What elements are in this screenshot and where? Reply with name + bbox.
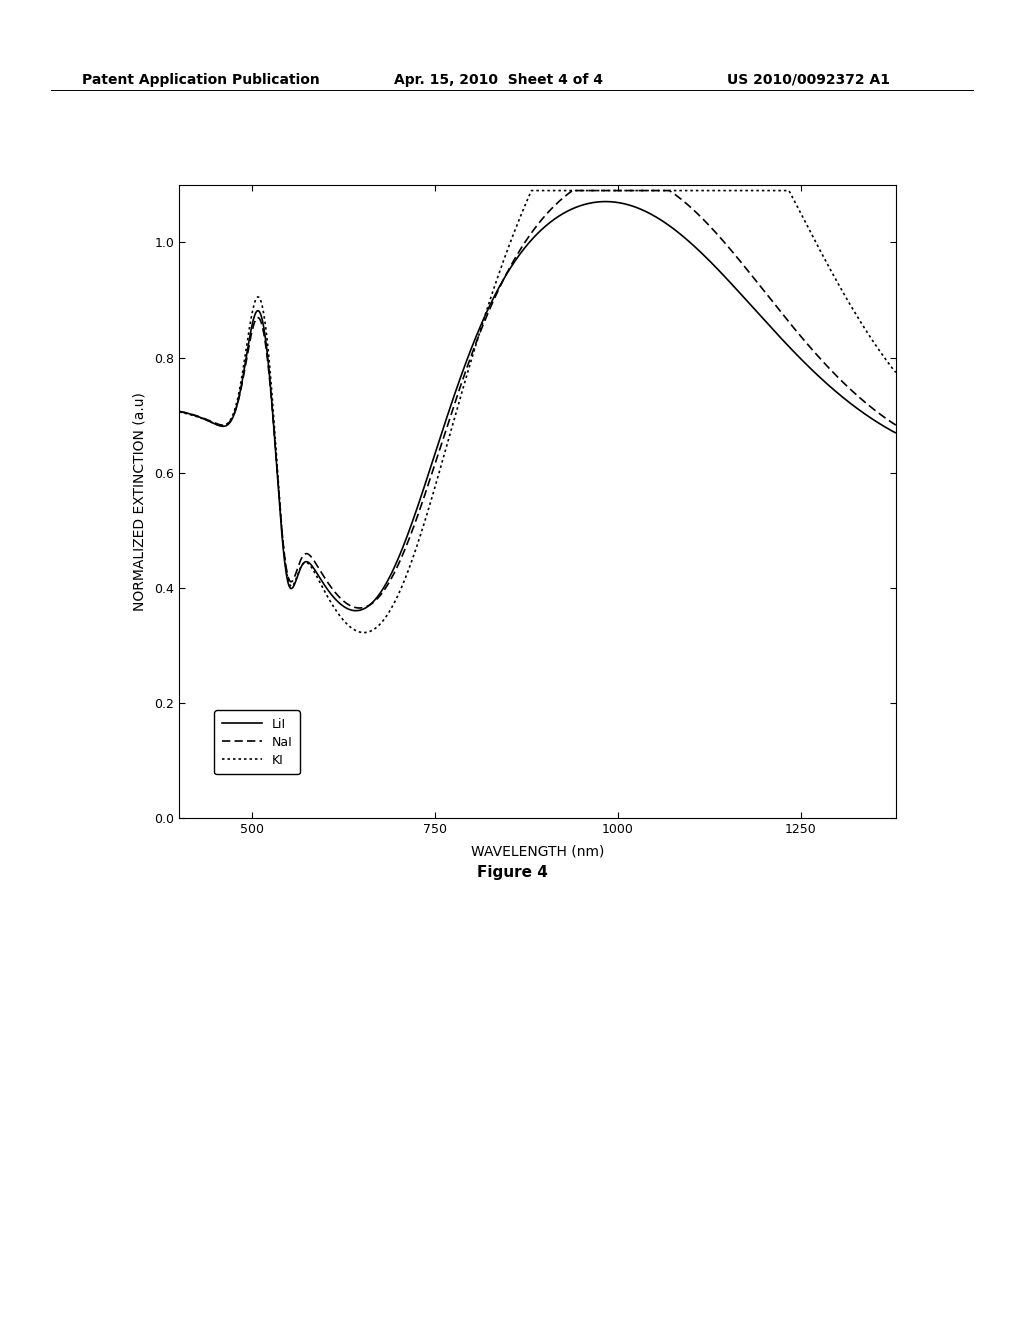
Text: Apr. 15, 2010  Sheet 4 of 4: Apr. 15, 2010 Sheet 4 of 4 bbox=[394, 73, 603, 87]
NaI bbox=[746, 268, 759, 284]
LiI bbox=[489, 286, 502, 302]
KI bbox=[746, 182, 759, 198]
KI bbox=[525, 182, 538, 198]
KI bbox=[489, 276, 502, 292]
Legend: LiI, NaI, KI: LiI, NaI, KI bbox=[214, 710, 300, 774]
LiI bbox=[599, 194, 611, 210]
KI bbox=[357, 624, 370, 640]
Line: LiI: LiI bbox=[179, 202, 896, 611]
NaI bbox=[667, 185, 679, 201]
Y-axis label: NORMALIZED EXTINCTION (a.u): NORMALIZED EXTINCTION (a.u) bbox=[132, 392, 146, 611]
X-axis label: WAVELENGTH (nm): WAVELENGTH (nm) bbox=[471, 845, 604, 858]
NaI bbox=[246, 322, 258, 338]
LiI bbox=[349, 603, 361, 619]
LiI bbox=[667, 220, 679, 236]
NaI bbox=[464, 351, 476, 367]
NaI bbox=[489, 288, 502, 304]
NaI bbox=[890, 417, 902, 433]
LiI bbox=[890, 425, 902, 441]
Text: Patent Application Publication: Patent Application Publication bbox=[82, 73, 319, 87]
Text: US 2010/0092372 A1: US 2010/0092372 A1 bbox=[727, 73, 890, 87]
KI bbox=[173, 404, 185, 420]
LiI bbox=[173, 404, 185, 420]
LiI bbox=[733, 285, 745, 301]
KI bbox=[733, 182, 745, 198]
LiI bbox=[746, 300, 759, 315]
NaI bbox=[733, 252, 745, 268]
NaI bbox=[173, 404, 185, 420]
KI bbox=[667, 182, 679, 198]
NaI bbox=[567, 182, 580, 198]
KI bbox=[246, 304, 258, 319]
KI bbox=[890, 364, 902, 380]
KI bbox=[464, 358, 476, 374]
Line: KI: KI bbox=[179, 190, 896, 632]
LiI bbox=[464, 345, 476, 360]
LiI bbox=[246, 315, 258, 331]
Line: NaI: NaI bbox=[179, 190, 896, 609]
Text: Figure 4: Figure 4 bbox=[476, 865, 548, 879]
NaI bbox=[353, 601, 366, 616]
